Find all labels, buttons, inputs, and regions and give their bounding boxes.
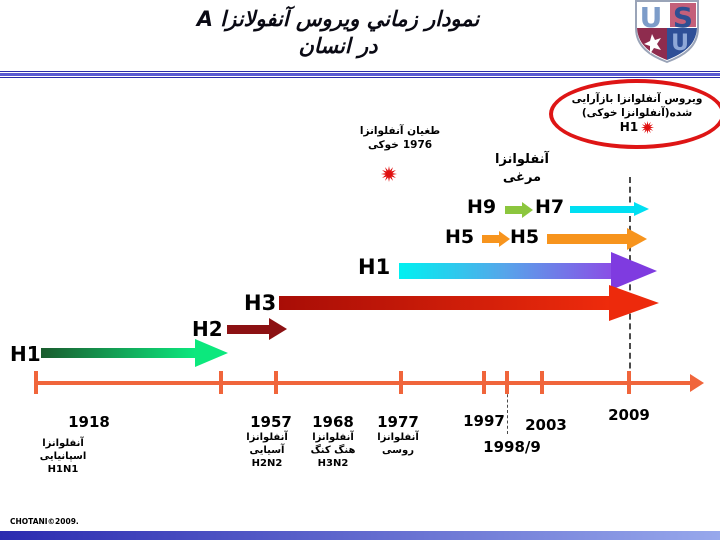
h3-label: H3 [244, 291, 277, 315]
h7-label: H7 [535, 196, 565, 218]
h5-short-arrow-body [482, 235, 499, 243]
tick-1997 [482, 371, 486, 394]
sublabel-hongkong-h3n2: آنفلوانزا هنگ کنگ H3N2 [310, 432, 356, 469]
tick-1977 [399, 371, 403, 394]
red-star-icon [641, 120, 655, 134]
tick-2003 [540, 371, 544, 394]
h1-pandemic-arrow-body [399, 263, 611, 279]
timeline-axis-arrow-head [690, 374, 704, 392]
oval-text: ویروس آنفلوانزا بازآرایی شده(آنفلوانزا خ… [571, 93, 703, 119]
h2-label: H2 [192, 317, 223, 341]
h1-pandemic-label: H1 [358, 255, 391, 279]
shield-icon: U S U [635, 0, 699, 64]
title-line-2: در انسان [298, 34, 378, 59]
timeline-axis [35, 381, 690, 385]
logo-letter-u1: U [640, 1, 663, 34]
h3-arrow-head [609, 285, 659, 321]
usu-logo: U S U [630, 0, 704, 64]
pegasus-glyph [644, 34, 661, 54]
bottom-bar [0, 531, 720, 540]
year-1968: 1968 [312, 413, 354, 431]
credit-text: CHOTANI©2009. [10, 517, 79, 526]
swine-outbreak-note: طغیان آنفلوانزا خوکی 1976 [340, 125, 460, 152]
year-1957: 1957 [250, 413, 292, 431]
year-1977: 1977 [377, 413, 419, 431]
h7-arrow-head [634, 202, 649, 216]
page-title: نمودار زماني ويروس آنفولانزا A در انسان [128, 6, 548, 61]
sublabel-russian: آنفلوانزا روسی [377, 432, 419, 456]
title-divider [0, 71, 720, 78]
h5-short-label: H5 [445, 226, 475, 248]
year-1998-9: 1998/9 [483, 438, 541, 456]
h3-arrow-body [279, 296, 609, 310]
title-line-1: نمودار زماني ويروس آنفولانزا A [196, 7, 480, 31]
h5-short-arrow-head [499, 231, 510, 247]
h1-spanish-label: H1 [10, 342, 41, 366]
h9-arrow-body [505, 206, 522, 214]
tick-2009 [627, 371, 631, 394]
tick-1998 [505, 371, 509, 394]
h9-label: H9 [467, 196, 497, 218]
h7-arrow-body [570, 206, 634, 213]
logo-letter-s: S [673, 1, 693, 34]
h2-arrow-head [269, 318, 287, 340]
h2-arrow-body [227, 325, 269, 334]
logo-letter-u2: U [671, 31, 689, 56]
h1-spanish-arrow-body [41, 348, 195, 358]
sublabel-spanish-h1n1: آنفلوانزا اسپانیایی H1N1 [39, 438, 87, 475]
avian-influenza-label: آنفلوانزا مرغی [494, 152, 550, 185]
tick-1968 [274, 371, 278, 394]
h9-arrow-head [522, 202, 533, 218]
year-2009: 2009 [608, 406, 650, 424]
dashed-line-1998 [507, 389, 508, 434]
outbreak-year: 1976 [402, 138, 433, 151]
year-1997: 1997 [463, 412, 505, 430]
h5-long-arrow-head [627, 228, 647, 250]
year-1918: 1918 [68, 413, 110, 431]
sublabel-asian-h2n2: آنفلوانزا آسیایی H2N2 [246, 432, 288, 469]
tick-1918 [34, 371, 38, 394]
outbreak-star-icon [381, 166, 397, 182]
h1-spanish-arrow-head [195, 339, 228, 367]
outbreak-line1: طغیان آنفلوانزا [359, 125, 441, 137]
h5-long-label: H5 [510, 226, 540, 248]
h5-long-arrow-body [547, 234, 627, 244]
oval-h1-label: H1 [619, 119, 639, 134]
h1-pandemic-arrow-head [611, 252, 657, 290]
reassorted-swine-oval: ویروس آنفلوانزا بازآرایی شده(آنفلوانزا خ… [549, 79, 720, 149]
outbreak-word: خوکی [367, 138, 399, 151]
year-2003: 2003 [525, 416, 567, 434]
tick-1957 [219, 371, 223, 394]
